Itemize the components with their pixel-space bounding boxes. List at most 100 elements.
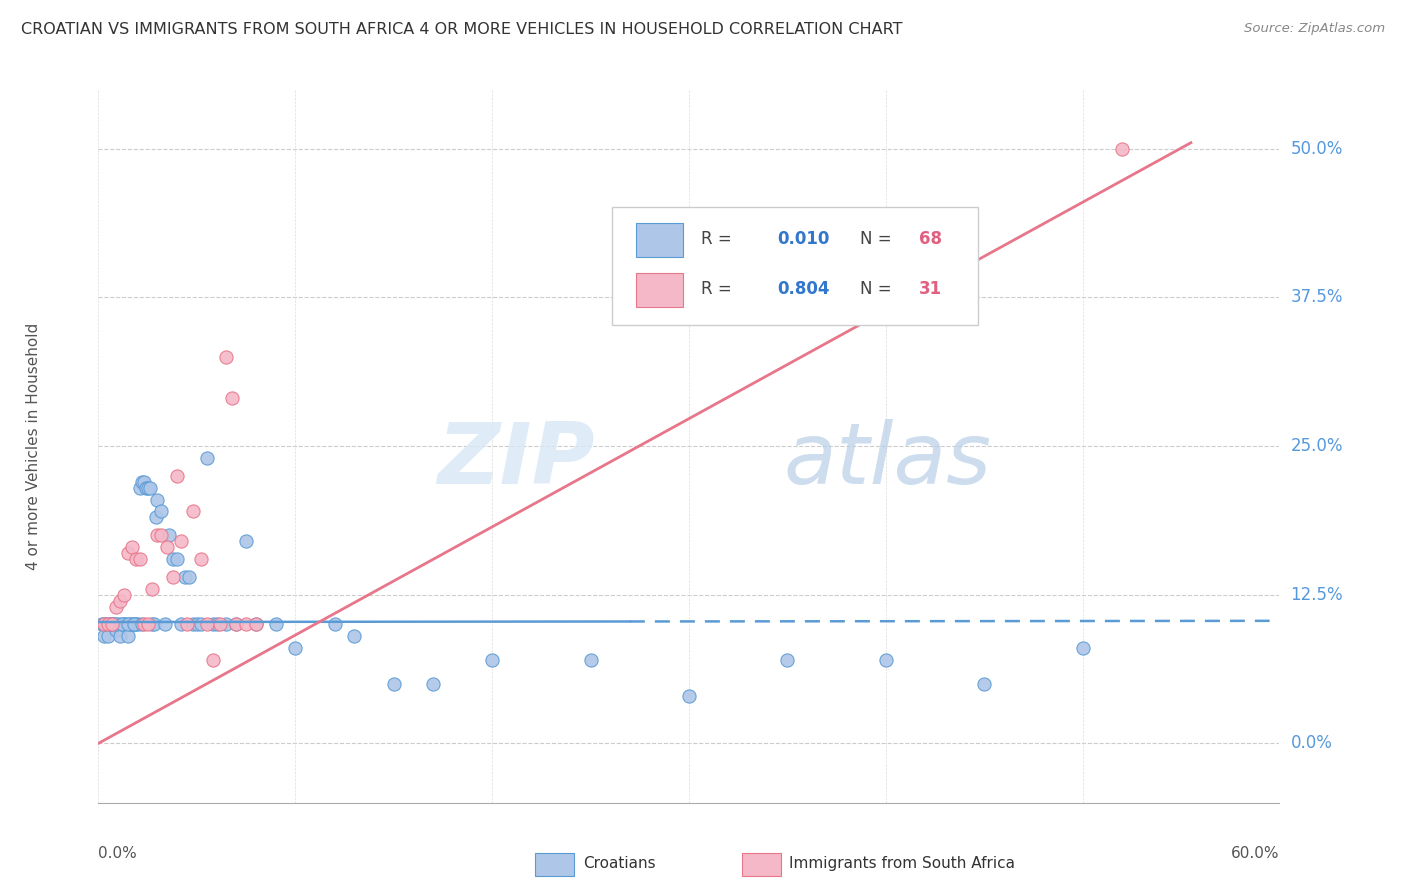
Point	[103, 617, 125, 632]
Point	[162, 570, 184, 584]
Point	[93, 617, 115, 632]
Point	[97, 617, 120, 632]
Point	[111, 617, 134, 632]
Point	[284, 641, 307, 656]
Point	[181, 617, 204, 632]
Point	[105, 599, 128, 614]
Point	[190, 617, 212, 632]
Text: 0.0%: 0.0%	[1291, 734, 1333, 752]
Point	[201, 653, 224, 667]
Text: 0.804: 0.804	[778, 280, 830, 298]
Point	[91, 617, 114, 632]
Point	[142, 617, 165, 632]
Text: 37.5%: 37.5%	[1291, 288, 1343, 306]
Point	[125, 552, 148, 566]
Point	[155, 617, 177, 632]
FancyBboxPatch shape	[536, 853, 575, 876]
Point	[195, 450, 218, 465]
Point	[138, 481, 160, 495]
Point	[93, 617, 115, 632]
Point	[174, 570, 197, 584]
Point	[166, 552, 188, 566]
Point	[131, 617, 153, 632]
Point	[678, 689, 700, 703]
Point	[145, 510, 167, 524]
Point	[422, 677, 444, 691]
Point	[245, 617, 267, 632]
Text: 12.5%: 12.5%	[1291, 586, 1343, 604]
Point	[235, 534, 257, 549]
Point	[150, 528, 173, 542]
Point	[111, 617, 134, 632]
Point	[108, 593, 131, 607]
Text: 50.0%: 50.0%	[1291, 140, 1343, 158]
Text: ZIP: ZIP	[437, 418, 595, 502]
Point	[579, 653, 602, 667]
Point	[150, 504, 173, 518]
Point	[245, 617, 267, 632]
Text: Croatians: Croatians	[582, 856, 655, 871]
Point	[141, 582, 163, 596]
Point	[264, 617, 287, 632]
Point	[157, 528, 180, 542]
Point	[93, 629, 115, 643]
Point	[125, 617, 148, 632]
Point	[136, 617, 159, 632]
Point	[108, 629, 131, 643]
Text: R =: R =	[700, 230, 737, 248]
Point	[481, 653, 503, 667]
Point	[117, 546, 139, 560]
Point	[215, 617, 238, 632]
Point	[105, 617, 128, 632]
Point	[141, 617, 163, 632]
Point	[190, 552, 212, 566]
Point	[1111, 142, 1133, 156]
Point	[201, 617, 224, 632]
Point	[97, 629, 120, 643]
Point	[122, 617, 145, 632]
Point	[121, 617, 143, 632]
Point	[170, 534, 193, 549]
Point	[127, 617, 149, 632]
Point	[221, 392, 243, 406]
Text: Source: ZipAtlas.com: Source: ZipAtlas.com	[1244, 22, 1385, 36]
Point	[146, 528, 169, 542]
Point	[131, 475, 153, 489]
Point	[122, 617, 145, 632]
Text: 0.0%: 0.0%	[98, 846, 138, 861]
Point	[115, 617, 138, 632]
Text: 0.010: 0.010	[778, 230, 830, 248]
Point	[146, 492, 169, 507]
Point	[875, 653, 897, 667]
Point	[225, 617, 247, 632]
Text: 60.0%: 60.0%	[1232, 846, 1279, 861]
Point	[195, 617, 218, 632]
Point	[98, 617, 121, 632]
Point	[166, 468, 188, 483]
Point	[382, 677, 405, 691]
Point	[170, 617, 193, 632]
Point	[132, 617, 155, 632]
Point	[205, 617, 228, 632]
Text: N =: N =	[860, 280, 897, 298]
Point	[136, 481, 159, 495]
Point	[101, 617, 124, 632]
Point	[215, 350, 238, 364]
Point	[973, 677, 995, 691]
Text: Immigrants from South Africa: Immigrants from South Africa	[789, 856, 1015, 871]
Point	[101, 617, 124, 632]
Point	[135, 481, 157, 495]
Point	[118, 617, 141, 632]
FancyBboxPatch shape	[636, 223, 683, 257]
Point	[117, 629, 139, 643]
Point	[132, 475, 155, 489]
Point	[323, 617, 346, 632]
Point	[117, 617, 139, 632]
FancyBboxPatch shape	[612, 207, 979, 325]
Point	[1071, 641, 1094, 656]
Point	[177, 570, 200, 584]
Point	[225, 617, 247, 632]
FancyBboxPatch shape	[742, 853, 782, 876]
Text: 68: 68	[920, 230, 942, 248]
Point	[105, 624, 128, 638]
